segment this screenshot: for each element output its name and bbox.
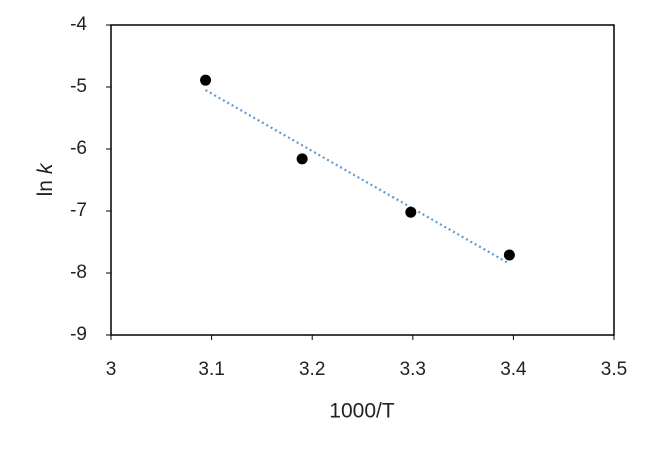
y-tick-label: -8 xyxy=(70,262,87,283)
x-tick-label: 3 xyxy=(106,359,117,380)
y-tick-label: -9 xyxy=(70,324,87,345)
y-axis-title: ln k xyxy=(34,162,57,196)
data-point xyxy=(503,249,515,261)
x-tick-label: 3.5 xyxy=(601,359,627,380)
y-tick-label: -5 xyxy=(70,76,87,97)
y-tick-label: -7 xyxy=(70,200,87,221)
x-tick-label: 3.2 xyxy=(299,359,325,380)
x-axis-title: 1000/T xyxy=(329,400,395,423)
x-tick-label: 3.3 xyxy=(400,359,426,380)
x-tick-label: 3.1 xyxy=(198,359,224,380)
y-axis-title-text: ln xyxy=(34,180,57,196)
y-tick-label: -4 xyxy=(70,14,87,35)
data-point xyxy=(200,74,212,86)
plot-frame xyxy=(110,24,615,336)
y-tick-label: -6 xyxy=(70,138,87,159)
data-point xyxy=(405,206,417,218)
data-point xyxy=(296,153,308,165)
x-tick-label: 3.4 xyxy=(500,359,527,380)
y-axis-title-variable: k xyxy=(34,162,57,174)
trendline xyxy=(205,89,510,265)
